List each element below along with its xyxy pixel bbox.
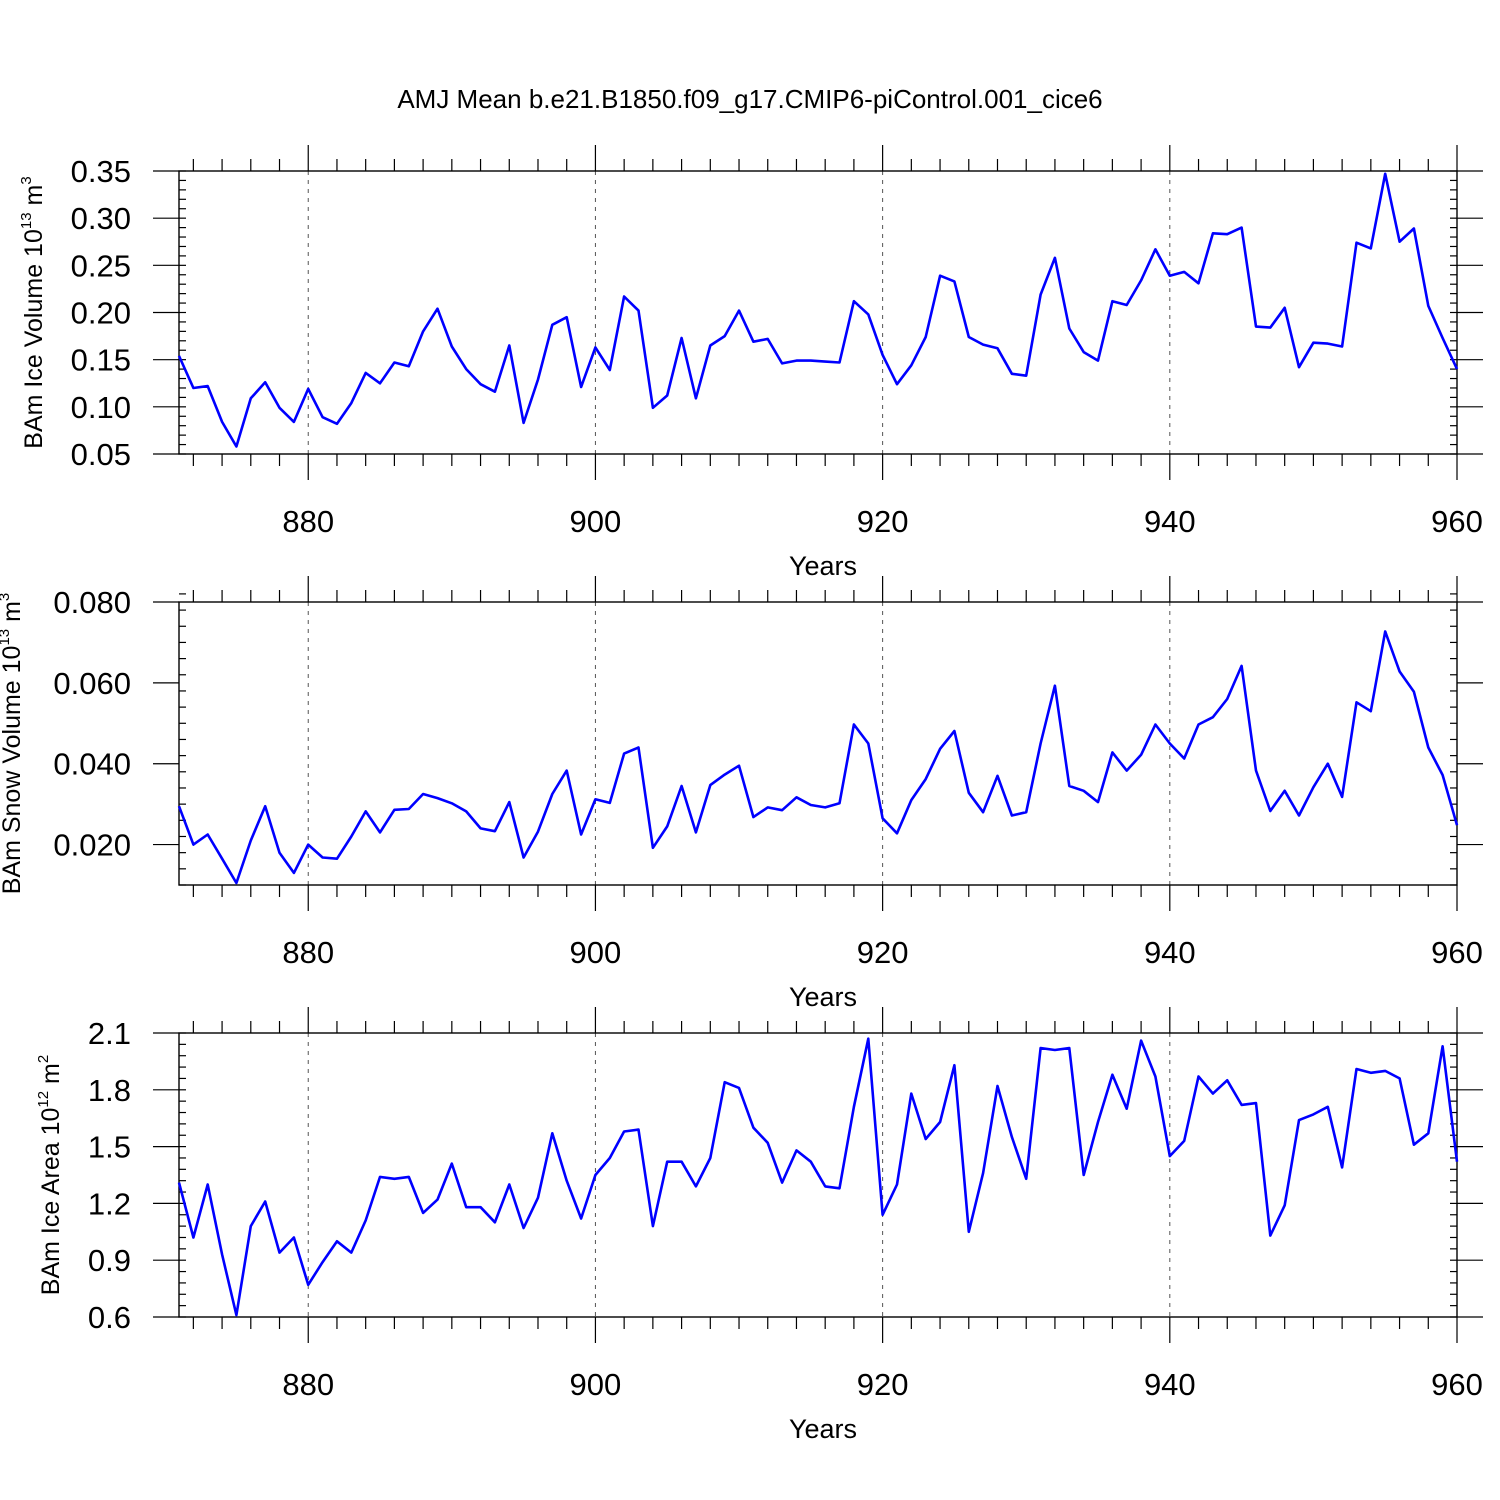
y-label-unit-exponent: 3 — [18, 176, 35, 184]
y-label-unit: m — [37, 1063, 65, 1091]
y-label-unit-exponent: 3 — [0, 593, 13, 601]
y-tick-label: 0.080 — [53, 585, 131, 620]
x-tick-label: 920 — [857, 935, 909, 970]
series-line — [177, 172, 1459, 448]
panel-3: 0.6 0.9 1.2 1.5 1.8 2.1 880 900 920 940 960 Years BA… — [35, 1007, 1483, 1444]
y-label-main: BAm Ice Volume 10 — [20, 229, 48, 449]
panels: 0.05 0.10 0.15 0.20 0.25 0.30 0.35 880 900 920 940… — [0, 145, 1483, 1444]
y-tick-label: 0.9 — [88, 1243, 131, 1278]
y-label-exponent: 13 — [0, 629, 13, 646]
x-tick-label: 880 — [282, 1367, 334, 1402]
panel-1: 0.05 0.10 0.15 0.20 0.25 0.30 0.35 880 900 920 940… — [18, 145, 1483, 581]
plot-frame — [178, 170, 1458, 455]
x-tick-label: 880 — [282, 504, 334, 539]
panel-2: 0.020 0.040 0.060 0.080 880 900 920 940 960 Years… — [0, 576, 1483, 1012]
x-tick-label: 900 — [570, 504, 622, 539]
plot-frame — [178, 1032, 1458, 1318]
x-tick-label: 900 — [570, 1367, 622, 1402]
x-axis-label: Years — [789, 551, 857, 581]
y-tick-label: 0.35 — [71, 154, 131, 189]
y-axis-label: BAm Snow Volume 1013 m3 — [0, 593, 26, 895]
x-tick-label: 960 — [1431, 504, 1483, 539]
y-tick-label: 0.05 — [71, 437, 131, 472]
x-tick-label: 940 — [1144, 1367, 1196, 1402]
y-tick-label: 0.25 — [71, 248, 131, 283]
y-axis-label: BAm Ice Area 1012 m2 — [35, 1055, 65, 1295]
y-tick-label: 0.040 — [53, 747, 131, 782]
y-tick-label: 0.060 — [53, 666, 131, 701]
y-tick-label: 0.20 — [71, 296, 131, 331]
y-label-exponent: 12 — [35, 1091, 52, 1108]
y-tick-label: 1.8 — [88, 1073, 131, 1108]
x-tick-label: 880 — [282, 935, 334, 970]
x-axis-label: Years — [789, 1414, 857, 1444]
y-tick-label: 0.30 — [71, 201, 131, 236]
y-label-unit: m — [20, 185, 48, 213]
y-tick-label: 0.15 — [71, 343, 131, 378]
plot-frame — [178, 601, 1458, 886]
x-tick-label: 920 — [857, 504, 909, 539]
y-tick-label: 0.10 — [71, 390, 131, 425]
y-tick-label: 1.5 — [88, 1130, 131, 1165]
x-tick-label: 900 — [570, 935, 622, 970]
y-tick-label: 0.020 — [53, 828, 131, 863]
x-tick-label: 960 — [1431, 935, 1483, 970]
x-axis-label: Years — [789, 982, 857, 1012]
series-line — [177, 630, 1459, 885]
x-tick-label: 960 — [1431, 1367, 1483, 1402]
y-tick-label: 1.2 — [88, 1186, 131, 1221]
y-label-main: BAm Snow Volume 10 — [0, 646, 26, 895]
x-tick-label: 920 — [857, 1367, 909, 1402]
y-label-unit: m — [0, 601, 26, 629]
y-tick-label: 2.1 — [88, 1016, 131, 1051]
x-tick-label: 940 — [1144, 504, 1196, 539]
y-label-unit-exponent: 2 — [35, 1055, 52, 1063]
figure-title: AMJ Mean b.e21.B1850.f09_g17.CMIP6-piCon… — [397, 84, 1102, 114]
x-tick-label: 940 — [1144, 935, 1196, 970]
y-tick-label: 0.6 — [88, 1300, 131, 1335]
y-label-exponent: 13 — [18, 212, 35, 229]
y-label-main: BAm Ice Area 10 — [37, 1108, 65, 1296]
series-line — [177, 1037, 1459, 1317]
y-axis-label: BAm Ice Volume 1013 m3 — [18, 176, 48, 448]
